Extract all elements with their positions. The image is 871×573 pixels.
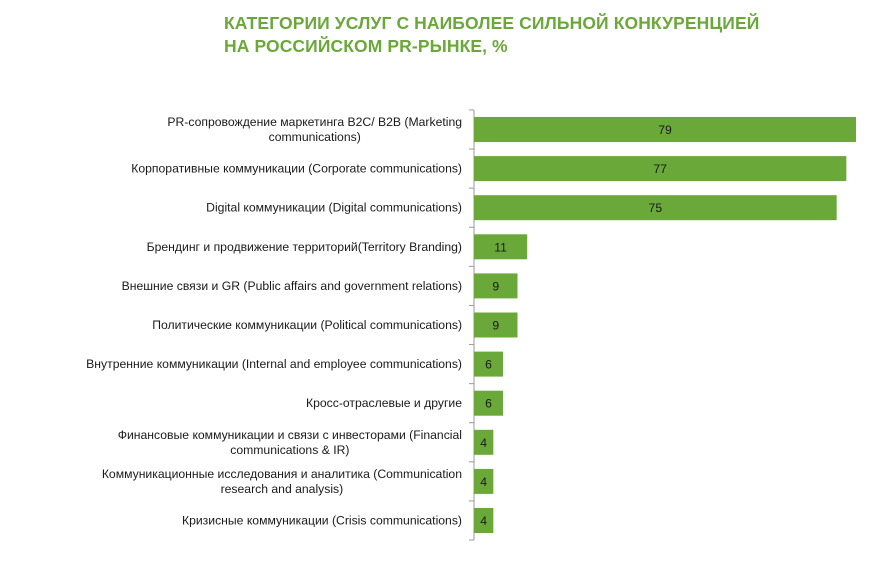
bar-5 [474,312,518,338]
bar-6 [474,351,504,377]
category-label-0-line-1: communications) [269,130,361,144]
value-label-9: 4 [480,475,487,489]
category-label-5: Политические коммуникации (Political com… [152,318,462,332]
bar-10 [474,508,494,533]
category-label-1-line-0: Корпоративные коммуникации (Corporate co… [131,162,462,176]
bar-8 [474,429,494,455]
category-label-6-line-0: Внутренние коммуникации (Internal and em… [86,357,462,371]
category-label-7-line-0: Кросс-отраслевые и другие [306,396,462,410]
bar-9 [474,468,494,494]
category-label-8: Финансовые коммуникации и связи с инвест… [118,428,462,457]
category-label-3-line-0: Брендинг и продвижение территорий(Territ… [147,240,462,254]
value-label-0: 79 [658,123,672,137]
bar-4 [474,273,518,299]
bar-7 [474,390,504,416]
value-label-5: 9 [492,319,499,333]
bar-1 [474,156,847,182]
category-label-9-line-1: research and analysis) [221,482,344,496]
bar-3 [474,234,528,260]
value-label-4: 9 [492,279,499,293]
category-label-4: Внешние связи и GR (Public affairs and g… [122,279,462,293]
category-label-9: Коммуникационные исследования и аналитик… [102,467,462,496]
value-label-10: 4 [480,514,487,528]
category-label-2: Digital коммуникации (Digital communicat… [206,201,462,215]
category-label-0: PR-сопровождение маркетинга B2C/ B2B (Ma… [167,115,462,144]
value-label-1: 77 [653,162,667,176]
category-label-5-line-0: Политические коммуникации (Political com… [152,318,462,332]
category-label-10-line-0: Кризисные коммуникации (Crisis communica… [182,514,462,528]
bar-0 [474,117,856,142]
category-label-10: Кризисные коммуникации (Crisis communica… [182,514,462,528]
bar-2 [474,195,837,221]
category-label-8-line-1: communications & IR) [230,443,349,457]
category-label-1: Корпоративные коммуникации (Corporate co… [131,162,462,176]
chart-title: КАТЕГОРИИ УСЛУГ С НАИБОЛЕЕ СИЛЬНОЙ КОНКУ… [224,12,844,58]
category-label-2-line-0: Digital коммуникации (Digital communicat… [206,201,462,215]
category-label-0-line-0: PR-сопровождение маркетинга B2C/ B2B (Ma… [167,115,462,129]
chart-title-line-2: НА РОССИЙСКОМ PR-РЫНКЕ, % [224,36,508,56]
category-label-8-line-0: Финансовые коммуникации и связи с инвест… [118,428,462,442]
category-label-7: Кросс-отраслевые и другие [306,396,462,410]
category-label-6: Внутренние коммуникации (Internal and em… [86,357,462,371]
value-label-8: 4 [480,436,487,450]
value-label-2: 75 [649,201,663,215]
category-label-4-line-0: Внешние связи и GR (Public affairs and g… [122,279,462,293]
value-label-7: 6 [485,397,492,411]
category-label-9-line-0: Коммуникационные исследования и аналитик… [102,467,462,481]
value-label-3: 11 [494,240,507,254]
value-label-6: 6 [485,358,492,372]
category-label-3: Брендинг и продвижение территорий(Territ… [147,240,462,254]
chart-title-line-1: КАТЕГОРИИ УСЛУГ С НАИБОЛЕЕ СИЛЬНОЙ КОНКУ… [224,13,760,33]
